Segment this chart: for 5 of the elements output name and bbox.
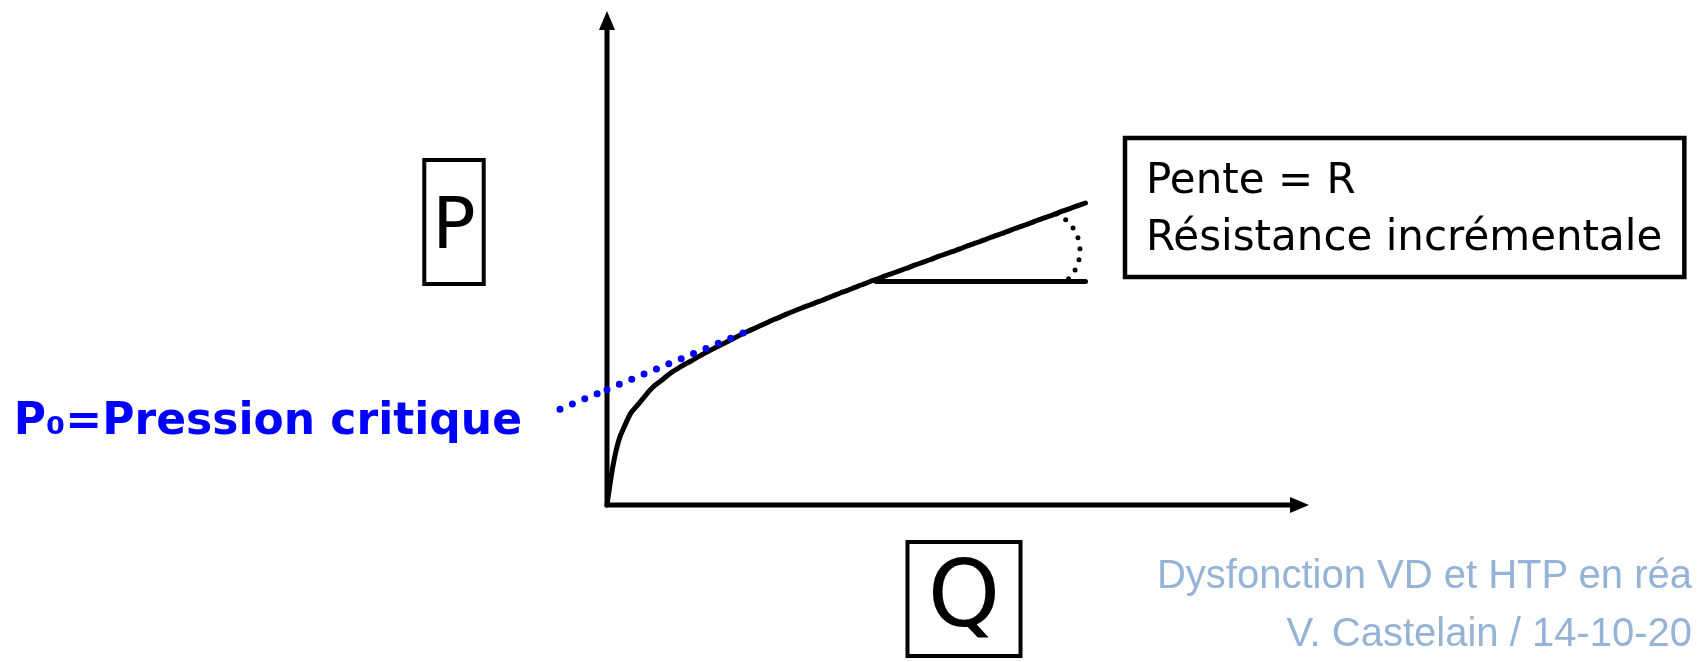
text: P₀=Pression critique xyxy=(13,393,522,445)
text: Dysfonction VD et HTP en réa V. Castelain / 14-10-20 xyxy=(1156,552,1693,654)
x-axis-title: Q xyxy=(927,541,1001,648)
y-axis-title: P xyxy=(432,181,476,265)
text: Pente = R Résistance incrémentale xyxy=(1146,154,1663,260)
